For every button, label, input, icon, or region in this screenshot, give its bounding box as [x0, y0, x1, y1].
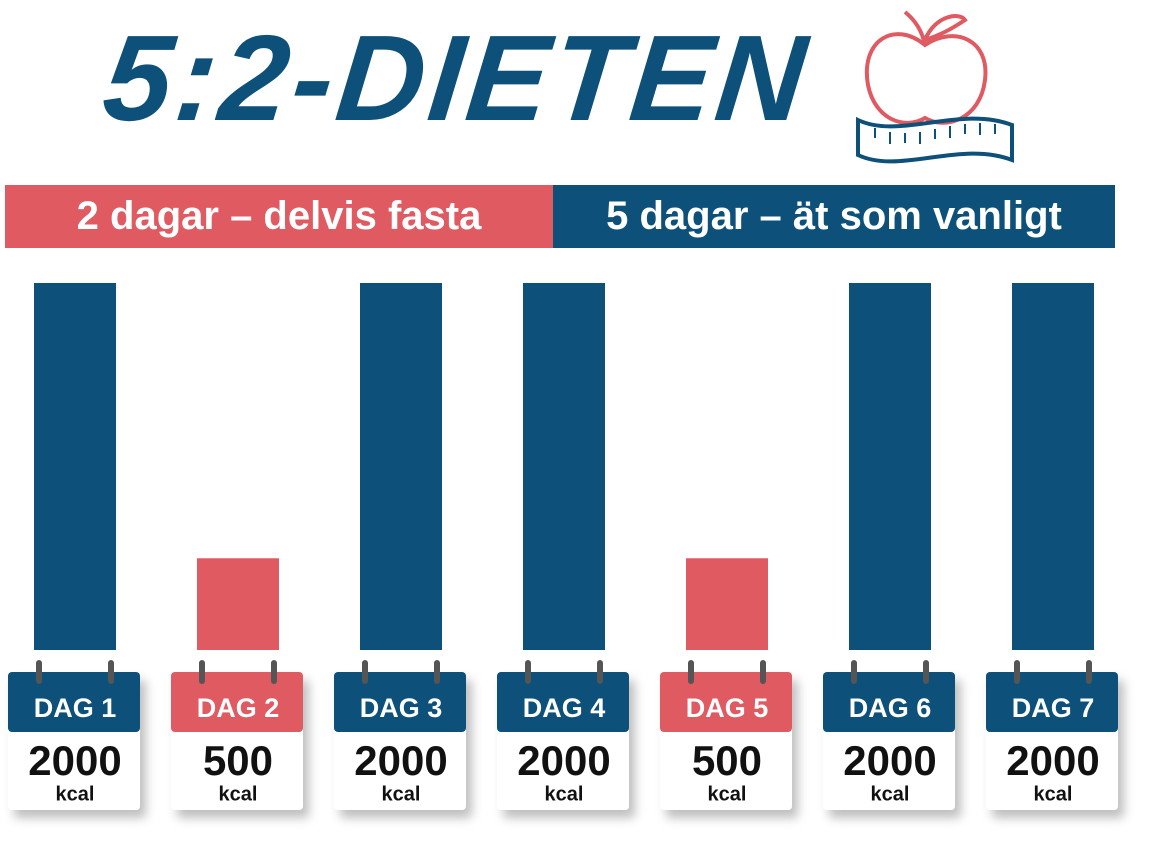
calendar-ring — [597, 660, 603, 684]
calendar-ring — [362, 660, 368, 684]
legend-label: 2 dagar – delvis fasta — [77, 194, 482, 238]
bar — [34, 283, 116, 650]
bar — [360, 283, 442, 650]
calendar-header — [823, 672, 955, 732]
value-label: 500 — [203, 737, 273, 784]
bar — [197, 558, 279, 650]
calendar-header — [171, 672, 303, 732]
calendar-ring — [525, 660, 531, 684]
calendar-header — [334, 672, 466, 732]
unit-label: kcal — [219, 783, 258, 805]
calendar-ring — [108, 660, 114, 684]
calendar-ring — [199, 660, 205, 684]
value-label: 2000 — [28, 737, 121, 784]
calendar-ring — [1086, 660, 1092, 684]
calendar-ring — [1014, 660, 1020, 684]
x-tick-label: DAG 5 — [686, 693, 769, 723]
unit-label: kcal — [382, 783, 421, 805]
calendar-ring — [688, 660, 694, 684]
x-tick-label: DAG 4 — [523, 693, 606, 723]
bar — [849, 283, 931, 650]
calendar-ring — [760, 660, 766, 684]
value-label: 500 — [692, 737, 762, 784]
calendar-header — [8, 672, 140, 732]
calendar-ring — [271, 660, 277, 684]
bar — [523, 283, 605, 650]
unit-label: kcal — [708, 783, 747, 805]
legend-label: 5 dagar – ät som vanligt — [606, 194, 1062, 238]
legend-swatch — [5, 185, 553, 248]
chart-title: 5:2-DIETEN — [97, 10, 816, 147]
x-tick-label: DAG 6 — [849, 693, 932, 723]
calendar-header — [986, 672, 1118, 732]
value-label: 2000 — [354, 737, 447, 784]
unit-label: kcal — [545, 783, 584, 805]
unit-label: kcal — [871, 783, 910, 805]
calendar-ring — [851, 660, 857, 684]
calendar-header — [660, 672, 792, 732]
x-tick-label: DAG 1 — [34, 693, 117, 723]
bar — [686, 558, 768, 650]
legend-swatch — [553, 185, 1115, 248]
x-tick-label: DAG 3 — [360, 693, 443, 723]
bar — [1012, 283, 1094, 650]
x-tick-label: DAG 7 — [1012, 693, 1095, 723]
unit-label: kcal — [1034, 783, 1073, 805]
value-label: 2000 — [1006, 737, 1099, 784]
calendar-ring — [36, 660, 42, 684]
value-label: 2000 — [843, 737, 936, 784]
unit-label: kcal — [56, 783, 95, 805]
calendar-ring — [434, 660, 440, 684]
calendar-ring — [923, 660, 929, 684]
apple-icon — [856, 10, 1014, 164]
value-label: 2000 — [517, 737, 610, 784]
calendar-header — [497, 672, 629, 732]
x-tick-label: DAG 2 — [197, 693, 280, 723]
legend: 2 dagar – delvis fasta 5 dagar – ät som v… — [5, 185, 1115, 248]
